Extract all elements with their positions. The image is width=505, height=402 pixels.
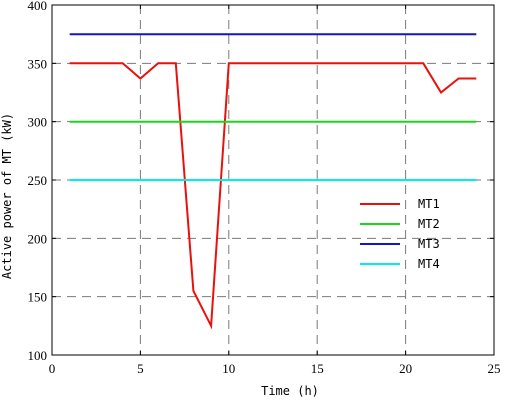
y-tick-label: 350 — [28, 56, 48, 71]
x-axis-label: Time (h) — [261, 384, 319, 398]
series-lines — [69, 33, 477, 330]
y-tick-label: 100 — [28, 348, 48, 363]
x-tick-label: 20 — [399, 361, 412, 376]
legend-label-mt2: MT2 — [418, 217, 440, 231]
y-tick-label: 300 — [28, 115, 48, 130]
x-tick-label: 15 — [311, 361, 324, 376]
x-tick-label: 0 — [49, 361, 56, 376]
x-tick-label: 25 — [488, 361, 501, 376]
legend-label-mt1: MT1 — [418, 197, 440, 211]
y-tick-label: 200 — [28, 231, 48, 246]
x-tick-label: 10 — [222, 361, 235, 376]
legend-label-mt3: MT3 — [418, 237, 440, 251]
y-tick-label: 400 — [28, 0, 48, 13]
series-line-mt1 — [69, 62, 477, 330]
legend-label-mt4: MT4 — [418, 257, 440, 271]
legend: MT1 MT2 MT3 MT4 — [360, 197, 440, 271]
y-tick-label: 250 — [28, 173, 48, 188]
tick-labels: 0 5 10 15 20 25 100 150 200 250 300 350 400 — [28, 0, 501, 376]
x-tick-label: 5 — [137, 361, 144, 376]
y-tick-label: 150 — [28, 290, 48, 305]
y-axis-label: Active power of MT (kW) — [0, 113, 14, 279]
